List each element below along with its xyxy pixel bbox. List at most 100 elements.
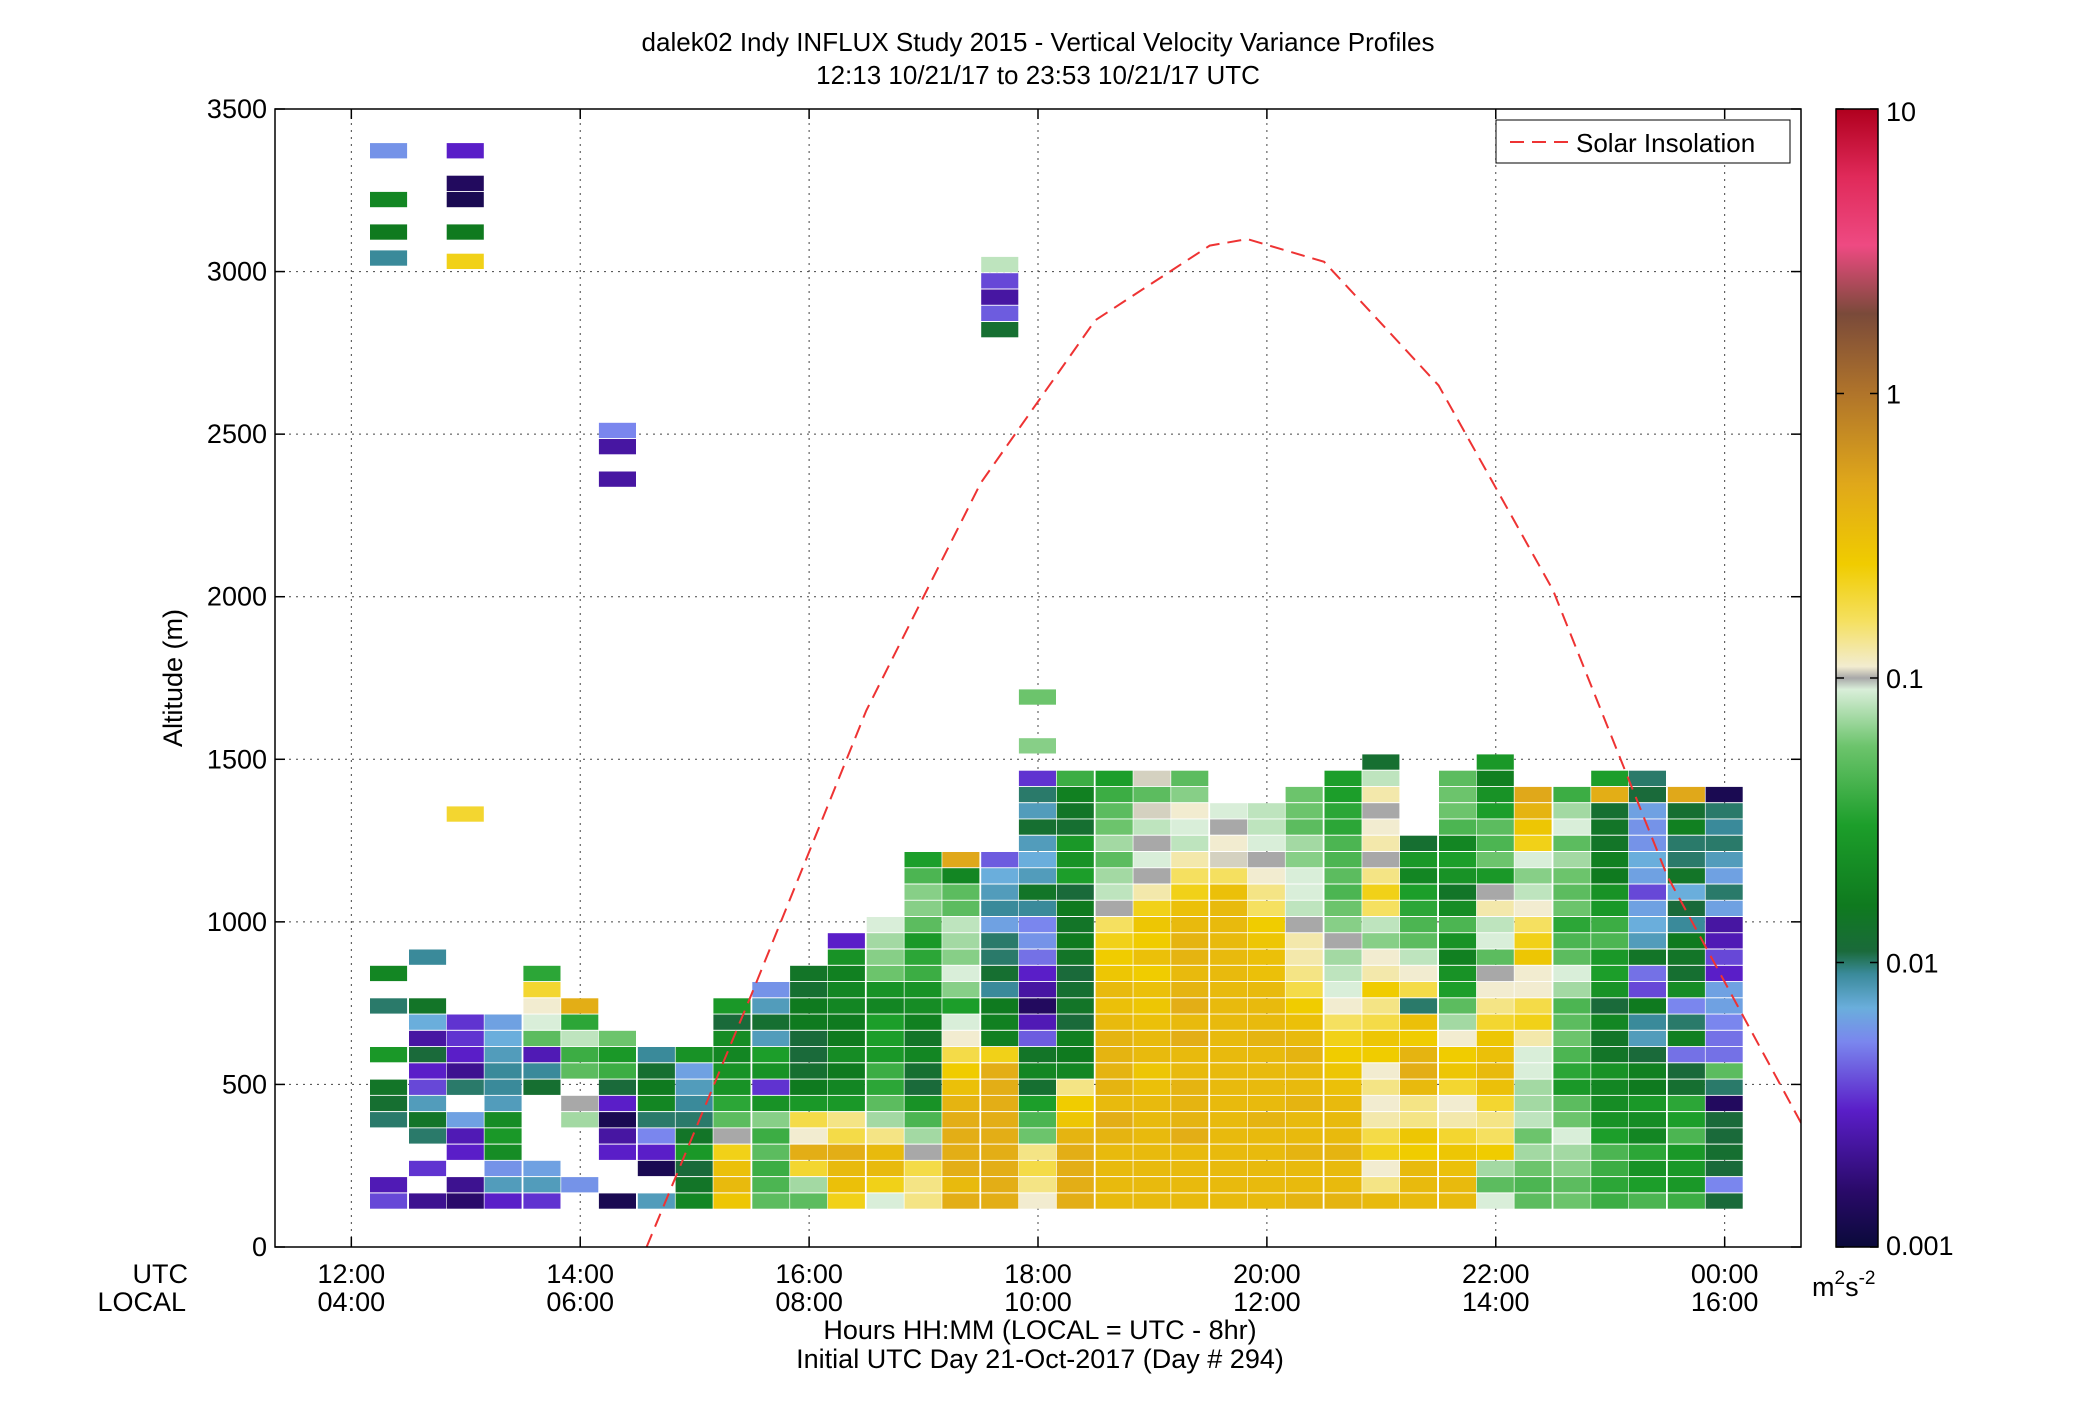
- heatmap-cell: [1628, 884, 1666, 900]
- heatmap-cell: [1171, 1144, 1209, 1160]
- heatmap-cell: [1133, 1177, 1171, 1193]
- heatmap-cell: [1018, 1063, 1056, 1079]
- heatmap-cell: [1439, 1128, 1477, 1144]
- heatmap-cell: [752, 1047, 790, 1063]
- heatmap-cell: [1095, 998, 1133, 1014]
- heatmap-cell: [1018, 1193, 1056, 1209]
- heatmap-cell: [1018, 998, 1056, 1014]
- heatmap-cell: [904, 933, 942, 949]
- heatmap-cell: [1056, 982, 1094, 998]
- heatmap-cell: [1362, 1160, 1400, 1177]
- heatmap-cell: [1553, 1047, 1591, 1063]
- heatmap-cell: [1628, 1193, 1666, 1209]
- heatmap-cell: [598, 439, 636, 455]
- heatmap-cell: [981, 900, 1019, 916]
- heatmap-cell: [1018, 868, 1056, 884]
- heatmap-cell: [1210, 933, 1248, 949]
- heatmap-cell: [1400, 1079, 1438, 1095]
- heatmap-cell: [1591, 819, 1629, 835]
- heatmap-cell: [981, 998, 1019, 1014]
- heatmap-cell: [1018, 786, 1056, 803]
- heatmap-cell: [1514, 965, 1552, 982]
- heatmap-cell: [1095, 786, 1133, 803]
- heatmap-cell: [1476, 835, 1514, 851]
- heatmap-cell: [1056, 998, 1094, 1014]
- heatmap-cell: [1514, 1095, 1552, 1112]
- heatmap-cell: [1667, 852, 1705, 868]
- heatmap-cell: [1439, 965, 1477, 982]
- heatmap-cell: [942, 982, 980, 998]
- heatmap-cell: [1095, 1063, 1133, 1079]
- heatmap-cell: [1056, 1063, 1094, 1079]
- heatmap-cell: [598, 1144, 636, 1160]
- heatmap-cell: [409, 949, 447, 965]
- heatmap-cell: [1400, 868, 1438, 884]
- heatmap-cell: [1362, 803, 1400, 819]
- heatmap-cell: [1324, 933, 1362, 949]
- heatmap-cell: [790, 1193, 828, 1209]
- heatmap-cell: [942, 1128, 980, 1144]
- colorbar-unit-m: m: [1812, 1272, 1835, 1302]
- heatmap-cell: [1285, 819, 1323, 835]
- heatmap-cell: [1171, 1030, 1209, 1047]
- heatmap-cell: [790, 982, 828, 998]
- heatmap-cell: [1133, 868, 1171, 884]
- heatmap-cell: [1439, 933, 1477, 949]
- heatmap-cell: [1171, 1160, 1209, 1177]
- heatmap-cell: [713, 1112, 751, 1128]
- heatmap-cell: [866, 965, 904, 982]
- heatmap-cell: [1439, 852, 1477, 868]
- heatmap-cell: [1439, 917, 1477, 933]
- heatmap-cell: [523, 1079, 561, 1095]
- heatmap-cell: [1362, 1193, 1400, 1209]
- heatmap-cell: [827, 1047, 865, 1063]
- heatmap-cell: [1171, 1177, 1209, 1193]
- y-tick-label: 0: [252, 1232, 267, 1262]
- heatmap-cell: [1362, 786, 1400, 803]
- heatmap-cell: [752, 982, 790, 998]
- heatmap-cell: [1439, 900, 1477, 916]
- heatmap-cell: [981, 1160, 1019, 1177]
- heatmap-cell: [1095, 852, 1133, 868]
- heatmap-cell: [446, 1030, 484, 1047]
- y-tick-label: 3500: [207, 94, 267, 124]
- heatmap-cell: [409, 1095, 447, 1112]
- chart-legend: Solar Insolation: [1495, 119, 1791, 164]
- heatmap-cell: [981, 852, 1019, 868]
- heatmap-cell: [1133, 1160, 1171, 1177]
- heatmap-cell: [942, 1095, 980, 1112]
- heatmap-cell: [1705, 982, 1743, 998]
- heatmap-cell: [904, 884, 942, 900]
- heatmap-cell: [1324, 900, 1362, 916]
- heatmap-cell: [1553, 949, 1591, 965]
- heatmap-cell: [1133, 998, 1171, 1014]
- heatmap-cell: [1171, 1047, 1209, 1063]
- heatmap-cell: [1628, 835, 1666, 851]
- heatmap-cell: [1133, 1193, 1171, 1209]
- x-tick-label-local: 06:00: [546, 1287, 614, 1317]
- heatmap-cell: [1705, 884, 1743, 900]
- heatmap-cell: [866, 1079, 904, 1095]
- heatmap-cell: [1247, 1112, 1285, 1128]
- heatmap-cell: [827, 1112, 865, 1128]
- heatmap-cell: [827, 1014, 865, 1030]
- heatmap-cell: [675, 1128, 713, 1144]
- heatmap-cell: [942, 884, 980, 900]
- heatmap-cell: [1056, 835, 1094, 851]
- heatmap-cell: [1553, 819, 1591, 835]
- heatmap-cell: [1553, 917, 1591, 933]
- heatmap-cell: [1553, 868, 1591, 884]
- heatmap-cell: [1095, 884, 1133, 900]
- heatmap-cell: [1324, 786, 1362, 803]
- heatmap-cell: [1210, 1030, 1248, 1047]
- heatmap-cell: [1667, 917, 1705, 933]
- heatmap-cell: [1018, 933, 1056, 949]
- heatmap-cell: [446, 224, 484, 240]
- heatmap-cell: [1285, 982, 1323, 998]
- heatmap-cell: [1628, 1177, 1666, 1193]
- heatmap-cell: [1171, 852, 1209, 868]
- heatmap-cell: [1362, 900, 1400, 916]
- heatmap-cell: [1705, 1047, 1743, 1063]
- heatmap-cell: [1095, 1177, 1133, 1193]
- colorbar-unit-label: m2s-2: [1812, 1268, 1875, 1302]
